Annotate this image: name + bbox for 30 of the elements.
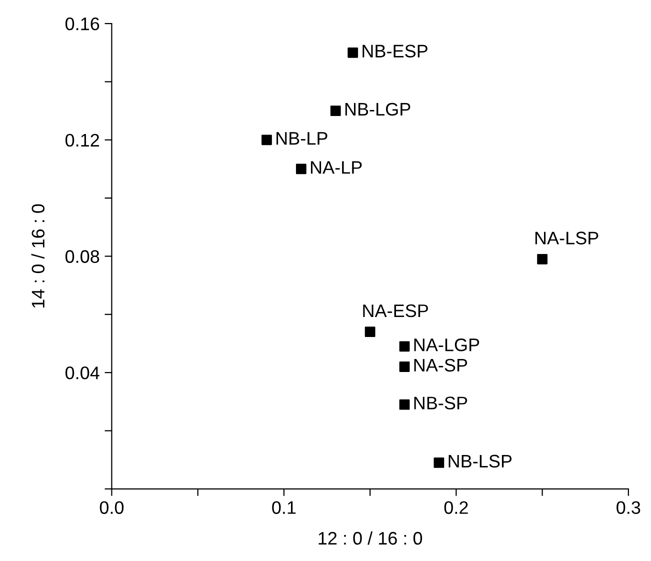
annotation: NA-SP <box>414 358 468 372</box>
x-tick-label: 0.0 <box>100 501 124 514</box>
annotation: NA-ESP <box>363 304 428 318</box>
point <box>296 164 306 174</box>
annotation: NB-SP <box>414 396 468 410</box>
x-axis-title: 12 : 0 / 16 : 0 <box>318 531 422 545</box>
point <box>399 362 410 372</box>
y-tick-label: 0.04 <box>65 366 100 380</box>
point <box>348 47 358 58</box>
annotation: NA-LGP <box>414 338 480 352</box>
point <box>330 106 341 116</box>
point <box>399 399 410 410</box>
annotation: NB-LP <box>276 132 328 145</box>
annotation: NB-LGP <box>345 102 410 116</box>
annotation: NB-LSP <box>448 454 512 468</box>
y-tick-label: 0.08 <box>65 250 100 263</box>
y-tick-label: 0.16 <box>65 17 100 30</box>
point <box>262 134 272 146</box>
x-tick-label: 0.3 <box>616 501 640 514</box>
x-tick-label: 0.2 <box>444 501 468 514</box>
point <box>364 326 376 338</box>
annotation: NA-LP <box>310 161 362 174</box>
annotation: NA-LSP <box>535 232 598 244</box>
point <box>399 341 410 352</box>
y-axis-title: 14 : 0 / 16 : 0 <box>31 204 45 308</box>
annotation: NB-ESP <box>362 44 428 58</box>
point <box>434 458 444 468</box>
point <box>537 254 548 264</box>
y-tick-label: 0.12 <box>65 134 100 147</box>
x-tick-label: 0.1 <box>272 501 296 514</box>
